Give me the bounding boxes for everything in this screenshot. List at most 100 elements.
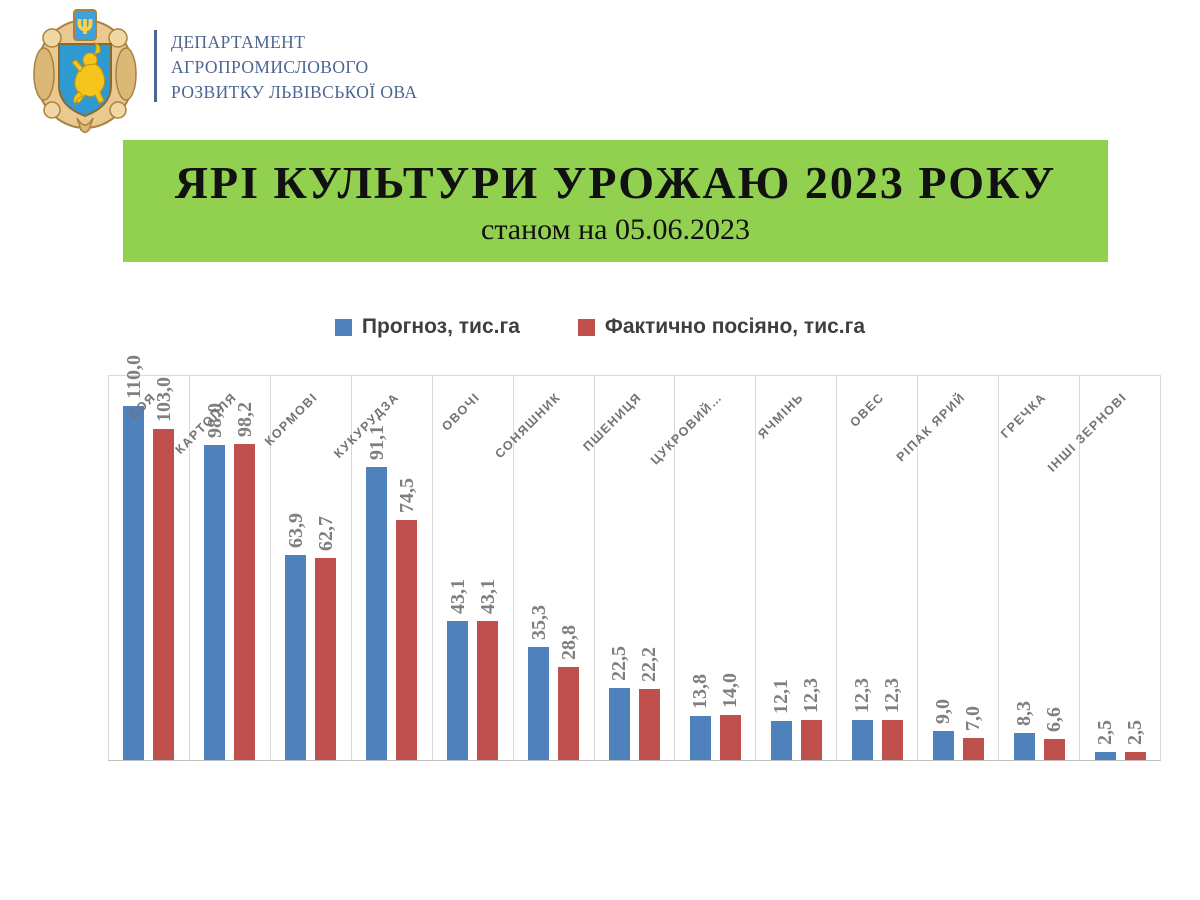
bar-group-forecast: 12,1 bbox=[770, 679, 793, 760]
chart-category-column: 12,3 12,3 ОВЕС bbox=[836, 376, 918, 761]
bar-forecast bbox=[689, 715, 711, 760]
bar-group-actual: 2,5 bbox=[1124, 720, 1147, 760]
legend-label-actual: Фактично посіяно, тис.га bbox=[604, 315, 866, 338]
category-label: ЯЧМІНЬ bbox=[754, 390, 807, 442]
bar-actual bbox=[800, 720, 822, 760]
bar-value-label: 12,1 bbox=[770, 679, 793, 715]
bar-actual bbox=[638, 688, 660, 760]
category-label: ОВОЧІ bbox=[438, 390, 483, 434]
org-name-line3: РОЗВИТКУ ЛЬВІВСЬКОЇ ОВА bbox=[171, 81, 418, 102]
legend-item-actual: Фактично посіяно, тис.га bbox=[577, 315, 866, 339]
bar-group-forecast: 91,1 bbox=[366, 425, 388, 760]
category-label: ОВЕС bbox=[847, 390, 888, 430]
bar-group-forecast: 9,0 bbox=[932, 699, 955, 760]
chart-category-column: 35,3 28,8 СОНЯШНИК bbox=[492, 376, 594, 761]
slide-title: ЯРІ КУЛЬТУРИ УРОЖАЮ 2023 РОКУ bbox=[174, 156, 1057, 208]
bar-group-forecast: 22,5 bbox=[608, 645, 631, 760]
org-name: ДЕПАРТАМЕНТ АГРОПРОМИСЛОВОГО РОЗВИТКУ ЛЬ… bbox=[171, 30, 417, 105]
bar-group-forecast: 35,3 bbox=[527, 604, 550, 760]
bar-group-forecast: 98,0 bbox=[204, 403, 226, 760]
chart-category-column: 8,3 6,6 ГРЕЧКА bbox=[997, 376, 1080, 761]
chart-category-column: 13,8 14,0 ЦУКРОВИЙ… bbox=[648, 376, 756, 761]
bar-group-forecast: 110,0 bbox=[122, 355, 145, 760]
bar-actual bbox=[558, 667, 580, 760]
bar-actual bbox=[1124, 752, 1146, 760]
bar-group-forecast: 12,3 bbox=[851, 678, 874, 760]
bar-group-actual: 22,2 bbox=[638, 646, 661, 760]
bar-value-label: 12,3 bbox=[851, 678, 874, 714]
bar-group-forecast: 8,3 bbox=[1013, 701, 1036, 760]
bar-value-label: 22,2 bbox=[638, 646, 661, 682]
bar-value-label: 2,5 bbox=[1094, 720, 1117, 745]
bar-value-label: 28,8 bbox=[557, 625, 580, 661]
bar-forecast bbox=[770, 721, 792, 760]
bar-group-forecast: 43,1 bbox=[446, 579, 469, 760]
chart-category-column: 43,1 43,1 ОВОЧІ bbox=[431, 376, 513, 761]
legend-item-forecast: Прогноз, тис.га bbox=[334, 315, 520, 339]
chart-category-column: 22,5 22,2 ПШЕНИЦЯ bbox=[580, 376, 675, 761]
bar-value-label: 12,3 bbox=[800, 678, 823, 714]
slide-subtitle: станом на 05.06.2023 bbox=[481, 212, 750, 246]
chart-legend: Прогноз, тис.га Фактично посіяно, тис.га bbox=[0, 315, 1200, 339]
bar-actual bbox=[477, 621, 499, 760]
legend-swatch-blue-icon bbox=[334, 318, 352, 336]
legend-label-forecast: Прогноз, тис.га bbox=[361, 315, 520, 338]
bar-forecast bbox=[204, 444, 226, 760]
bar-actual bbox=[153, 428, 175, 760]
bar-value-label: 35,3 bbox=[527, 604, 550, 640]
bar-value-label: 43,1 bbox=[476, 579, 499, 615]
bar-forecast bbox=[528, 646, 550, 760]
bar-group-forecast: 13,8 bbox=[689, 674, 711, 760]
bar-forecast bbox=[285, 554, 307, 760]
chart-category-column: 91,1 74,5 КУКУРУДЗА bbox=[331, 376, 432, 761]
bar-group-actual: 98,2 bbox=[233, 402, 256, 760]
bar-value-label: 6,6 bbox=[1043, 706, 1066, 732]
bar-actual bbox=[396, 520, 418, 760]
bar-value-label: 110,0 bbox=[122, 355, 145, 400]
category-label: КОРМОВІ bbox=[262, 390, 321, 449]
bar-forecast bbox=[1094, 752, 1116, 760]
bar-forecast bbox=[851, 720, 873, 760]
org-name-line1: ДЕПАРТАМЕНТ bbox=[171, 32, 306, 52]
bar-value-label: 74,5 bbox=[395, 478, 418, 514]
bar-group-actual: 6,6 bbox=[1043, 706, 1066, 760]
org-header: Ψ ДЕПАРТАМЕНТ АГРОПРОМИСЛОВОГО РОЗВИТКУ … bbox=[30, 8, 417, 133]
bar-forecast bbox=[932, 731, 954, 760]
bar-forecast bbox=[123, 406, 145, 760]
bar-group-forecast: 2,5 bbox=[1094, 720, 1117, 760]
bar-value-label: 63,9 bbox=[284, 512, 307, 548]
bar-group-actual: 43,1 bbox=[476, 579, 499, 760]
bar-actual bbox=[962, 737, 984, 760]
bar-group-actual: 103,0 bbox=[153, 377, 175, 760]
header-divider bbox=[154, 30, 157, 102]
bar-group-actual: 62,7 bbox=[315, 516, 337, 760]
bar-value-label: 43,1 bbox=[446, 579, 469, 615]
chart-category-column: 98,0 98,2 КАРТОПЛЯ bbox=[173, 376, 270, 761]
lviv-coat-of-arms-icon: Ψ bbox=[33, 9, 137, 133]
bar-value-label: 22,5 bbox=[608, 645, 631, 681]
bar-forecast bbox=[608, 687, 630, 760]
svg-text:Ψ: Ψ bbox=[77, 15, 94, 39]
bar-group-forecast: 63,9 bbox=[284, 512, 307, 760]
bar-group-actual: 7,0 bbox=[962, 705, 985, 760]
bar-value-label: 98,2 bbox=[233, 402, 256, 438]
bar-value-label: 7,0 bbox=[962, 705, 985, 731]
bar-chart-plot-area: 110,0 103,0 СОЯ 98,0 98,2 КАРТОПЛЯ 63,9 62,7 КОР… bbox=[108, 355, 1161, 761]
chart-category-column: 12,1 12,3 ЯЧМІНЬ bbox=[754, 376, 837, 761]
category-label: ГРЕЧКА bbox=[997, 390, 1050, 442]
bar-value-label: 12,3 bbox=[881, 678, 904, 714]
bar-actual bbox=[881, 720, 903, 760]
legend-swatch-red-icon bbox=[577, 318, 595, 336]
bar-value-label: 2,5 bbox=[1124, 720, 1147, 745]
bar-value-label: 14,0 bbox=[719, 673, 742, 708]
bar-value-label: 9,0 bbox=[932, 699, 955, 725]
org-name-line2: АГРОПРОМИСЛОВОГО bbox=[171, 56, 369, 77]
bar-group-actual: 12,3 bbox=[800, 678, 823, 760]
bar-group-actual: 14,0 bbox=[719, 673, 742, 760]
bar-forecast bbox=[366, 467, 388, 760]
bar-value-label: 8,3 bbox=[1013, 701, 1036, 727]
bar-group-actual: 12,3 bbox=[881, 678, 904, 760]
bar-forecast bbox=[1013, 733, 1035, 760]
bar-actual bbox=[719, 715, 741, 760]
chart-category-column: 2,5 2,5 ІНШІ ЗЕРНОВІ bbox=[1045, 376, 1161, 761]
